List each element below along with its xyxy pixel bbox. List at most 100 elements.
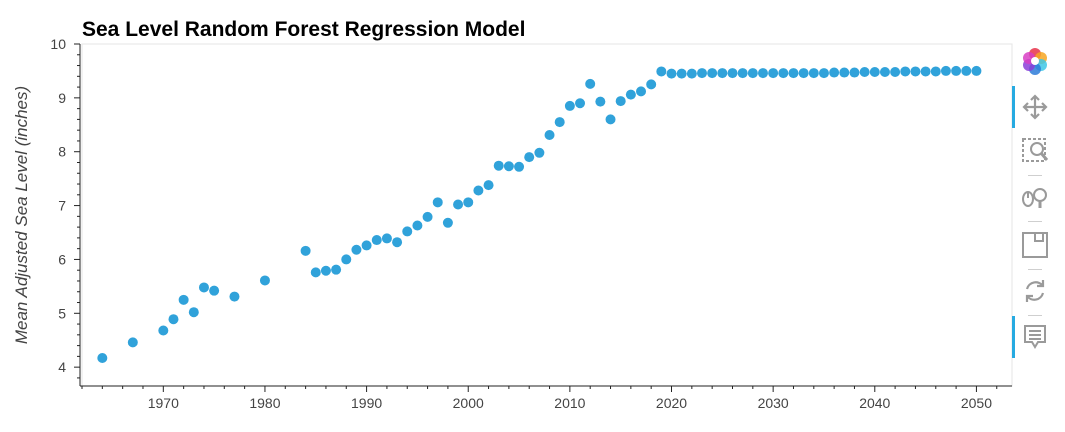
scatter-points: [97, 65, 982, 363]
data-point[interactable]: [178, 294, 189, 305]
data-point[interactable]: [595, 96, 606, 107]
data-point[interactable]: [625, 89, 636, 100]
y-tick-label: 10: [50, 36, 66, 52]
data-point[interactable]: [127, 337, 138, 348]
data-point[interactable]: [890, 67, 901, 78]
data-point[interactable]: [605, 114, 616, 125]
data-point[interactable]: [747, 68, 758, 79]
data-point[interactable]: [463, 197, 474, 208]
data-point[interactable]: [869, 67, 880, 78]
data-point[interactable]: [940, 65, 951, 76]
data-point[interactable]: [544, 130, 555, 141]
data-point[interactable]: [636, 86, 647, 97]
data-point[interactable]: [717, 68, 728, 79]
data-point[interactable]: [971, 65, 982, 76]
data-point[interactable]: [879, 67, 890, 78]
x-tick-label: 2010: [554, 395, 585, 411]
data-point[interactable]: [158, 325, 169, 336]
data-point[interactable]: [442, 217, 453, 228]
data-point[interactable]: [473, 185, 484, 196]
y-axis-label: Mean Adjusted Sea Level (inches): [12, 86, 31, 344]
data-point[interactable]: [839, 67, 850, 78]
data-point[interactable]: [97, 352, 108, 363]
data-point[interactable]: [392, 237, 403, 248]
toolbar-separator: [1028, 269, 1042, 270]
data-point[interactable]: [920, 66, 931, 77]
data-point[interactable]: [361, 240, 372, 251]
data-point[interactable]: [331, 264, 342, 275]
data-point[interactable]: [229, 291, 240, 302]
data-point[interactable]: [818, 68, 829, 79]
y-axis-ticks: 4 5 6 7 8 9 10: [50, 36, 80, 379]
data-point[interactable]: [351, 244, 362, 255]
data-point[interactable]: [259, 275, 270, 286]
data-point[interactable]: [707, 68, 718, 79]
data-point[interactable]: [849, 67, 860, 78]
x-tick-label: 2020: [656, 395, 687, 411]
x-tick-label: 2030: [758, 395, 789, 411]
reset-tool-icon[interactable]: [1018, 274, 1052, 308]
data-point[interactable]: [168, 314, 179, 325]
pan-tool-icon[interactable]: [1012, 86, 1052, 128]
data-point[interactable]: [656, 66, 667, 77]
data-point[interactable]: [727, 68, 738, 79]
data-point[interactable]: [514, 161, 525, 172]
wheel-zoom-tool-icon[interactable]: [1018, 180, 1052, 214]
data-point[interactable]: [422, 211, 433, 222]
bokeh-logo-icon[interactable]: [1018, 44, 1052, 78]
data-point[interactable]: [503, 161, 514, 172]
x-axis-ticks: 1970 1980 1990 2000 2010 2020 2030 2040 2050: [81, 386, 998, 411]
data-point[interactable]: [666, 68, 677, 79]
y-tick-label: 7: [58, 198, 66, 214]
data-point[interactable]: [412, 220, 423, 231]
x-tick-label: 1970: [148, 395, 179, 411]
data-point[interactable]: [615, 96, 626, 107]
chart-title: Sea Level Random Forest Regression Model: [82, 18, 525, 41]
y-tick-label: 4: [58, 359, 66, 375]
data-point[interactable]: [646, 79, 657, 90]
data-point[interactable]: [768, 68, 779, 79]
x-tick-label: 2050: [961, 395, 992, 411]
box-zoom-tool-icon[interactable]: [1018, 134, 1052, 168]
data-point[interactable]: [575, 98, 586, 109]
data-point[interactable]: [697, 68, 707, 79]
data-point[interactable]: [554, 117, 565, 128]
data-point[interactable]: [483, 180, 494, 191]
data-point[interactable]: [564, 100, 575, 111]
data-point[interactable]: [788, 68, 799, 79]
data-point[interactable]: [320, 265, 331, 276]
data-point[interactable]: [198, 282, 209, 293]
data-point[interactable]: [310, 267, 321, 278]
data-point[interactable]: [910, 66, 921, 77]
y-tick-label: 9: [58, 90, 66, 106]
data-point[interactable]: [961, 65, 972, 76]
data-point[interactable]: [524, 152, 535, 163]
hover-tool-icon[interactable]: [1012, 316, 1052, 358]
data-point[interactable]: [778, 68, 789, 79]
data-point[interactable]: [951, 65, 962, 76]
data-point[interactable]: [534, 147, 545, 158]
data-point[interactable]: [900, 66, 911, 77]
data-point[interactable]: [859, 67, 870, 78]
data-point[interactable]: [371, 235, 382, 246]
data-point[interactable]: [341, 254, 352, 265]
data-point[interactable]: [798, 68, 809, 79]
data-point[interactable]: [808, 68, 819, 79]
data-point[interactable]: [402, 226, 413, 237]
data-point[interactable]: [676, 68, 687, 79]
data-point[interactable]: [300, 245, 311, 256]
data-point[interactable]: [453, 199, 464, 210]
data-point[interactable]: [930, 66, 941, 77]
data-point[interactable]: [188, 307, 199, 318]
data-point[interactable]: [493, 160, 504, 171]
data-point[interactable]: [209, 285, 220, 296]
plot-area[interactable]: [81, 43, 1013, 387]
data-point[interactable]: [585, 78, 596, 89]
data-point[interactable]: [829, 67, 840, 78]
save-tool-icon[interactable]: [1018, 228, 1052, 262]
data-point[interactable]: [737, 68, 748, 79]
data-point[interactable]: [381, 233, 392, 244]
data-point[interactable]: [757, 68, 768, 79]
data-point[interactable]: [686, 68, 697, 79]
data-point[interactable]: [432, 197, 443, 208]
